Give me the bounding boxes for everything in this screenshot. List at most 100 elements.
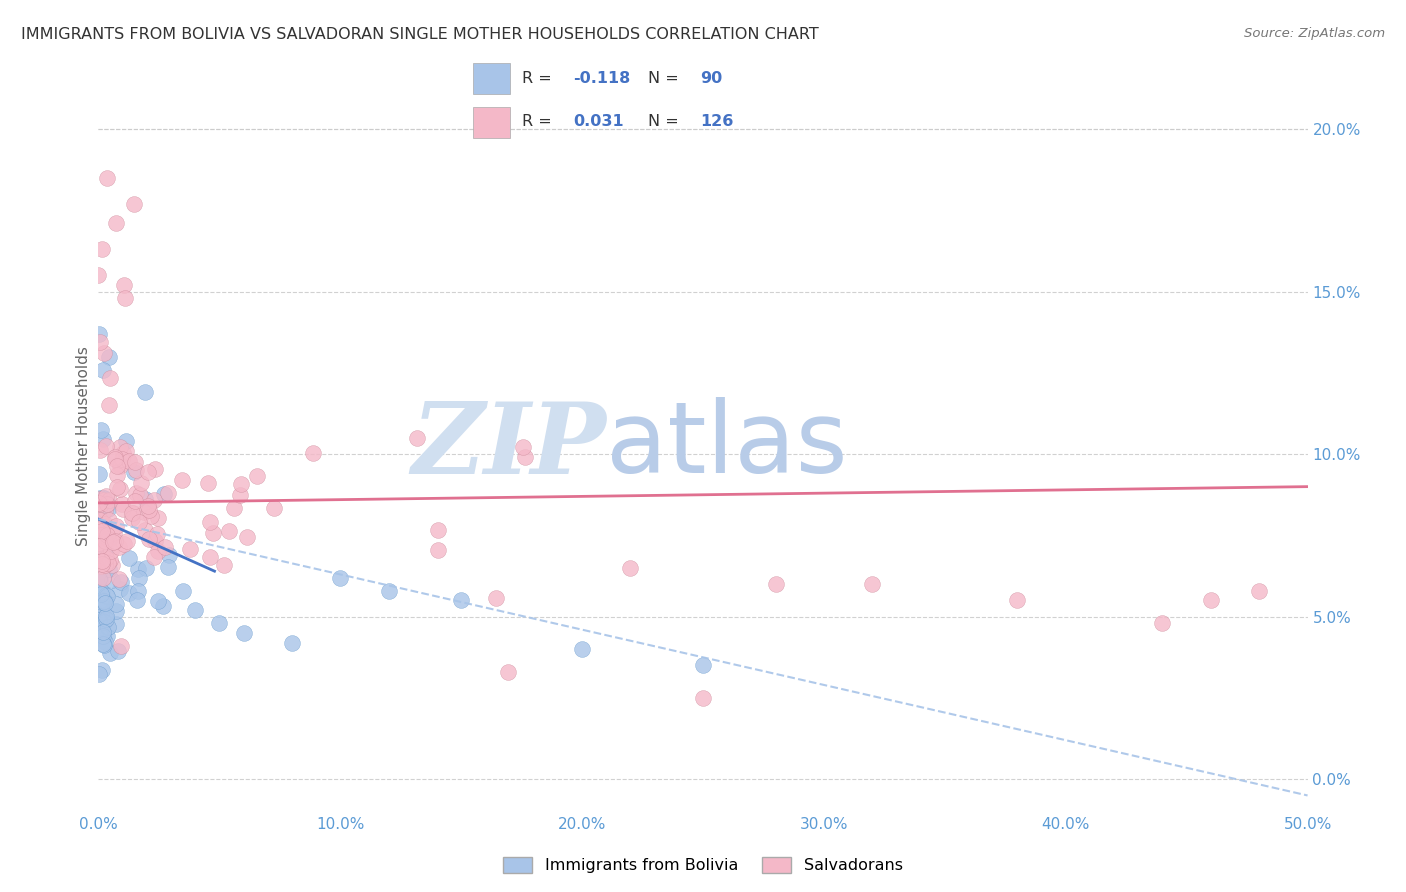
- Point: [179, 542, 201, 557]
- Point: [172, 583, 194, 598]
- Point: [513, 450, 536, 464]
- Point: [152, 487, 174, 501]
- Text: 126: 126: [700, 114, 734, 129]
- Point: [94, 490, 117, 504]
- Point: [97, 557, 120, 571]
- Point: [98, 646, 121, 660]
- Point: [134, 384, 156, 399]
- Point: [98, 398, 121, 412]
- Point: [93, 615, 115, 630]
- Point: [1249, 583, 1271, 598]
- Point: [619, 561, 641, 575]
- Legend: Immigrants from Bolivia, Salvadorans: Immigrants from Bolivia, Salvadorans: [496, 850, 910, 880]
- Point: [112, 446, 135, 460]
- Point: [146, 511, 169, 525]
- Point: [87, 467, 110, 481]
- Point: [155, 540, 177, 554]
- Point: [90, 629, 112, 643]
- Point: [96, 533, 118, 548]
- Point: [212, 558, 235, 573]
- Point: [103, 533, 125, 548]
- Point: [105, 519, 128, 533]
- Point: [107, 644, 129, 658]
- Point: [89, 572, 111, 586]
- Point: [101, 534, 124, 549]
- Point: [96, 589, 118, 603]
- Point: [93, 638, 115, 652]
- Point: [90, 663, 112, 677]
- Point: [112, 537, 135, 551]
- Point: [94, 635, 117, 649]
- Point: [218, 524, 240, 538]
- Text: R =: R =: [522, 71, 557, 87]
- Point: [143, 493, 166, 508]
- Text: R =: R =: [522, 114, 557, 129]
- Point: [136, 500, 159, 514]
- Point: [91, 507, 114, 521]
- Point: [157, 560, 180, 574]
- Point: [104, 597, 127, 611]
- Point: [87, 666, 110, 681]
- Point: [89, 496, 111, 510]
- Point: [125, 486, 148, 500]
- Point: [91, 614, 114, 628]
- Point: [100, 544, 122, 558]
- Point: [152, 599, 174, 614]
- Point: [94, 608, 117, 623]
- Point: [108, 482, 131, 496]
- Point: [198, 549, 221, 564]
- Point: [97, 501, 120, 516]
- Point: [121, 507, 143, 521]
- Point: [135, 561, 157, 575]
- Point: [98, 493, 121, 508]
- Point: [108, 582, 131, 596]
- Point: [202, 526, 225, 541]
- Point: [90, 423, 112, 437]
- Point: [124, 455, 146, 469]
- Point: [157, 548, 180, 562]
- Point: [236, 530, 259, 544]
- Point: [93, 497, 115, 511]
- Point: [143, 533, 166, 548]
- Point: [115, 533, 138, 548]
- Point: [87, 268, 110, 283]
- Y-axis label: Single Mother Households: Single Mother Households: [76, 346, 91, 546]
- Point: [96, 497, 118, 511]
- Point: [105, 468, 128, 483]
- Point: [197, 475, 219, 490]
- Point: [104, 604, 127, 618]
- Point: [263, 500, 285, 515]
- Point: [96, 588, 118, 602]
- Point: [1007, 593, 1029, 607]
- Point: [100, 573, 122, 587]
- Point: [98, 513, 121, 527]
- Point: [105, 480, 128, 494]
- Point: [114, 278, 136, 293]
- Point: [224, 500, 246, 515]
- Point: [108, 540, 131, 554]
- Point: [170, 474, 193, 488]
- Point: [94, 558, 117, 573]
- Point: [692, 658, 714, 673]
- Point: [132, 505, 155, 519]
- Point: [87, 572, 110, 586]
- Point: [104, 452, 127, 467]
- Point: [1199, 593, 1222, 607]
- Point: [129, 488, 152, 502]
- Bar: [472, 107, 510, 138]
- Point: [184, 603, 207, 617]
- Point: [87, 326, 110, 341]
- Point: [118, 454, 141, 468]
- Point: [329, 571, 352, 585]
- Point: [128, 571, 150, 585]
- Point: [124, 494, 146, 508]
- Point: [208, 616, 231, 631]
- Point: [93, 534, 115, 549]
- Point: [90, 514, 112, 528]
- Point: [94, 550, 117, 565]
- Point: [498, 665, 520, 679]
- Point: [198, 515, 221, 529]
- Point: [108, 440, 131, 454]
- Point: [89, 574, 111, 589]
- Point: [91, 570, 114, 584]
